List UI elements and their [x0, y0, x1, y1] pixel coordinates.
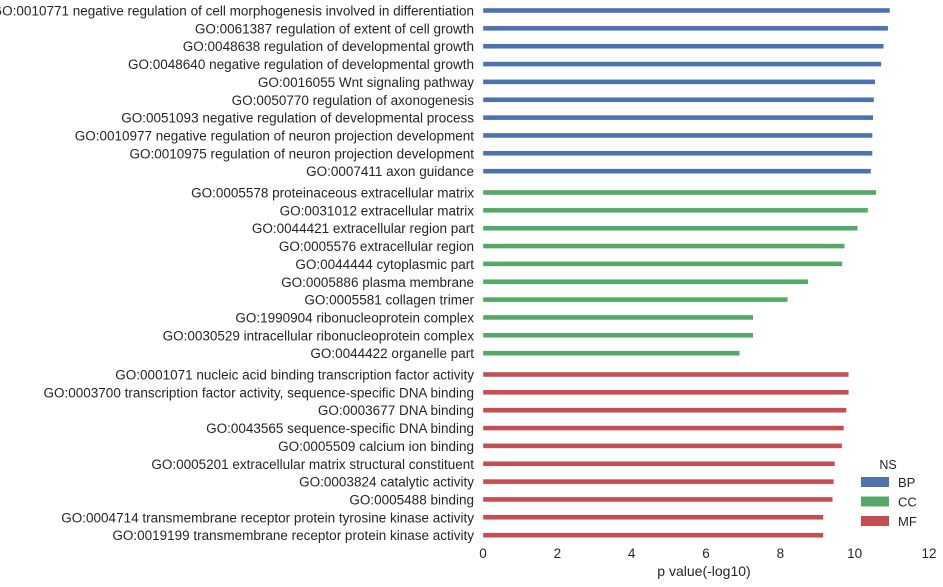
bar-mf: [482, 496, 833, 503]
category-label: GO:0061387 regulation of extent of cell …: [195, 21, 474, 36]
bar-mf: [482, 478, 835, 485]
bar-bp: [482, 79, 876, 85]
category-label: GO:0048640 negative regulation of develo…: [128, 57, 474, 72]
bar-cc: [482, 350, 741, 356]
category-label: GO:0003700 transcription factor activity…: [44, 385, 474, 400]
bar-cc: [482, 225, 858, 231]
bar-bp: [482, 25, 889, 32]
category-label: GO:0005509 calcium ion binding: [278, 439, 474, 454]
category-label: GO:0016055 Wnt signaling pathway: [258, 75, 474, 90]
category-label: GO:0007411 axon guidance: [306, 164, 474, 179]
x-axis-ticks: 0 2 4 6 8 10 12: [479, 546, 936, 561]
category-label: GO:0050770 regulation of axonogenesis: [232, 93, 475, 108]
x-tick-label: 8: [777, 546, 785, 561]
x-tick-label: 2: [554, 546, 562, 561]
category-labels: GO:0010771 negative regulation of cell m…: [0, 4, 475, 544]
legend: NS BP CC MF: [861, 458, 917, 529]
category-label: GO:0010771 negative regulation of cell m…: [0, 4, 474, 19]
bar-bp: [482, 114, 874, 121]
bar-mf: [482, 514, 824, 520]
category-label: GO:0031012 extracellular matrix: [280, 203, 475, 218]
bar-mf: [482, 532, 824, 538]
category-label: GO:0010975 regulation of neuron projecti…: [130, 146, 475, 161]
bar-cc: [482, 279, 809, 285]
category-label: GO:1990904 ribonucleoprotein complex: [235, 310, 474, 325]
bar-cc: [482, 207, 869, 214]
category-label: GO:0005886 plasma membrane: [281, 275, 474, 290]
category-label: GO:0005201 extracellular matrix structur…: [151, 457, 474, 472]
bar-mf: [482, 443, 843, 449]
bar-bp: [482, 132, 873, 139]
category-label: GO:0003677 DNA binding: [318, 403, 474, 418]
legend-entry-label: MF: [898, 514, 917, 529]
category-label: GO:0005576 extracellular region: [279, 239, 474, 254]
category-label: GO:0003824 catalytic activity: [299, 475, 474, 490]
legend-title: NS: [879, 458, 896, 472]
category-label: GO:0005488 binding: [349, 492, 474, 507]
category-label: GO:0044421 extracellular region part: [252, 221, 474, 236]
x-axis-label: p value(-log10): [657, 563, 750, 579]
bar-bp: [482, 43, 884, 49]
bar-cc: [482, 314, 754, 321]
bar-bp: [482, 168, 872, 174]
bar-cc: [482, 189, 877, 196]
category-label: GO:0051093 negative regulation of develo…: [121, 111, 474, 126]
legend-entry-label: BP: [898, 475, 915, 490]
legend-swatch-bp: [861, 477, 889, 487]
legend-swatch-cc: [861, 496, 889, 507]
bar-cc: [482, 261, 843, 267]
bars-layer: [482, 7, 891, 538]
bar-bp: [482, 61, 882, 67]
category-label: GO:0044444 cytoplasmic part: [295, 257, 474, 272]
category-label: GO:0010977 negative regulation of neuron…: [75, 128, 475, 143]
category-label: GO:0001071 nucleic acid binding transcri…: [115, 368, 474, 383]
bar-mf: [482, 389, 849, 396]
bar-bp: [482, 97, 875, 103]
category-label: GO:0030529 intracellular ribonucleoprote…: [163, 328, 475, 343]
x-tick-label: 10: [847, 546, 862, 561]
category-label: GO:0019199 transmembrane receptor protei…: [112, 528, 474, 543]
bar-mf: [482, 407, 847, 413]
bar-mf: [482, 461, 836, 467]
bar-bp: [482, 7, 891, 14]
category-label: GO:0048638 regulation of developmental g…: [183, 39, 474, 54]
category-label: GO:0004714 transmembrane receptor protei…: [61, 510, 474, 525]
bar-cc: [482, 332, 754, 338]
legend-swatch-mf: [861, 516, 889, 526]
x-tick-label: 4: [628, 546, 636, 561]
bar-cc: [482, 296, 788, 303]
bar-mf: [482, 425, 845, 431]
x-tick-label: 6: [702, 546, 710, 561]
category-label: GO:0005581 collagen trimer: [304, 293, 474, 308]
x-tick-label: 12: [921, 546, 936, 561]
category-label: GO:0043565 sequence-specific DNA binding: [206, 421, 474, 436]
bar-cc: [482, 243, 845, 249]
bar-bp: [482, 150, 873, 157]
category-label: GO:0044422 organelle part: [310, 346, 474, 361]
bar-mf: [482, 371, 849, 378]
x-tick-label: 0: [479, 546, 487, 561]
legend-entry-label: CC: [898, 495, 917, 510]
category-label: GO:0005578 proteinaceous extracellular m…: [191, 186, 474, 201]
